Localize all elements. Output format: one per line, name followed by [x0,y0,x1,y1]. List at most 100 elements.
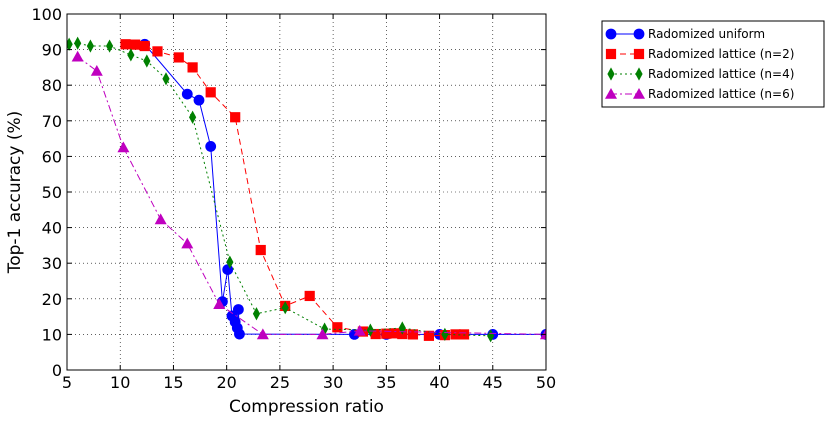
data-point [487,329,495,343]
x-tick-label: 40 [429,373,449,392]
legend-marker [635,67,643,81]
data-point [381,328,392,339]
data-point [226,255,234,269]
y-tick-label: 60 [42,147,62,166]
legend-label: Radomized lattice (n=2) [648,47,794,61]
data-point [370,328,381,340]
y-tick-label: 20 [42,290,62,309]
data-point [222,264,234,276]
data-point [154,213,167,225]
series-line [125,43,465,337]
y-tick-label: 90 [42,41,62,60]
data-point [230,112,241,123]
data-point [205,141,217,152]
data-point [441,327,449,341]
legend-item: Radomized lattice (n=4) [607,67,794,81]
y-tick-label: 0 [52,361,62,380]
data-point [316,328,329,340]
legend-item: Radomized lattice (n=6) [605,87,794,101]
legend-label: Radomized lattice (n=4) [648,67,794,81]
data-point [86,39,95,53]
series-2 [120,39,470,341]
data-point [252,307,261,321]
data-point [105,39,114,53]
series-layer [67,36,546,343]
data-point [120,39,131,50]
data-point [143,54,151,68]
data-point [255,244,266,256]
x-tick-label: 45 [483,373,503,392]
legend-marker [605,88,617,99]
legend-marker [607,67,615,81]
y-tick-label: 100 [31,5,62,24]
data-point [67,37,73,51]
series-line [69,42,491,337]
data-point [173,52,184,63]
y-axis-label: Top-1 accuracy (%) [5,111,25,275]
data-point [117,141,130,153]
data-point [407,329,419,340]
data-point [193,94,205,106]
data-point [540,328,546,340]
legend-marker [605,48,617,60]
data-point [127,48,135,62]
x-tick-label: 20 [216,373,236,392]
x-tick-label: 5 [62,373,72,392]
x-tick-label: 30 [323,373,343,392]
series-1 [139,38,546,340]
legend-label: Radomized lattice (n=6) [648,87,794,101]
data-point [71,50,84,62]
x-tick-label: 15 [163,373,183,392]
data-point [332,322,343,333]
legend-marker [633,28,645,40]
legend: Radomized uniform Radomized lattice (n=2)… [601,20,825,108]
data-point [74,36,82,50]
data-point [450,329,461,340]
data-point [281,301,289,315]
data-point [234,328,245,340]
legend-item: Radomized lattice (n=2) [605,47,794,61]
y-tick-label: 10 [42,325,62,344]
data-point [181,88,193,100]
data-point [152,46,163,57]
series-4 [71,50,546,340]
data-point [458,329,470,340]
data-point [320,322,329,336]
x-tick-label: 35 [376,373,396,392]
legend-marker [605,28,617,40]
data-point [162,72,170,86]
legend-marker [633,88,645,99]
data-point [423,330,435,341]
data-point [232,304,244,315]
y-tick-label: 50 [42,183,62,202]
y-tick-label: 40 [42,219,62,238]
series-3 [67,36,495,343]
data-point [256,328,269,340]
y-tick-label: 30 [42,254,62,273]
legend-label: Radomized uniform [648,27,765,41]
data-point [189,110,197,124]
x-tick-label: 10 [110,373,130,392]
data-point [213,298,226,309]
x-tick-label: 25 [270,373,290,392]
data-point [304,290,315,302]
series-line [77,56,546,335]
x-tick-label: 50 [536,373,556,392]
data-point [90,64,103,76]
legend-marker [633,48,645,60]
data-point [389,328,400,339]
y-tick-label: 70 [42,112,62,131]
axis-ticks: 5 10 15 20 25 30 35 40 45 50 0 10 20 30 40 50 60 70 80 90 10… [31,5,556,392]
y-tick-label: 80 [42,76,62,95]
data-point [130,39,141,50]
data-point [205,87,216,98]
grid [67,14,546,370]
data-point [187,62,198,73]
data-point [181,237,194,249]
data-point [353,324,366,336]
data-point [366,323,374,337]
data-point [139,40,150,52]
legend-item: Radomized uniform [605,27,765,41]
x-axis-label: Compression ratio [229,397,384,417]
